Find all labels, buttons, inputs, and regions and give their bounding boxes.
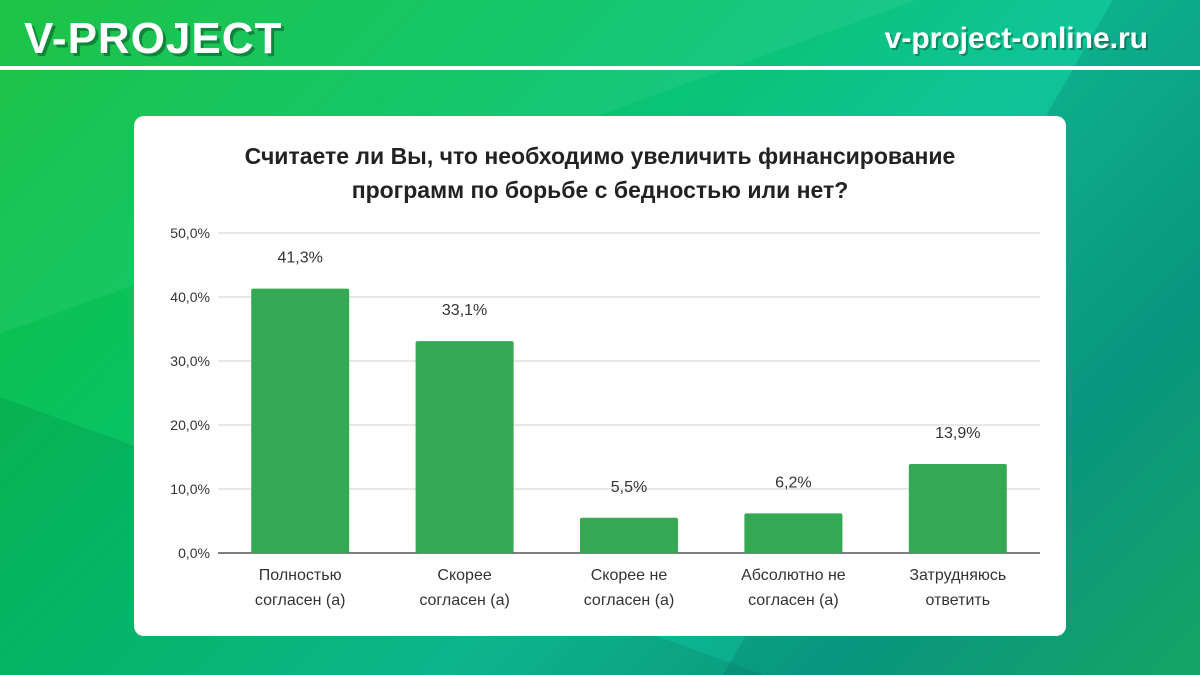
data-label: 41,3% xyxy=(278,250,323,267)
x-tick-label: ответить xyxy=(926,592,991,609)
x-tick-label: Абсолютно не xyxy=(741,567,846,584)
site-url: v-project-online.ru xyxy=(884,22,1148,55)
x-tick-label: Затрудняюсь xyxy=(909,567,1006,584)
x-tick-label: Скорее не xyxy=(591,567,668,584)
y-tick-label: 50,0% xyxy=(170,225,210,241)
x-tick-label: Полностью xyxy=(259,567,342,584)
x-tick-label: согласен (а) xyxy=(748,592,839,609)
bar xyxy=(744,513,843,553)
brand-logo: V-PROJECT xyxy=(24,14,283,63)
data-label: 33,1% xyxy=(442,302,487,319)
header-divider xyxy=(0,66,1200,70)
chart-title-line: Считаете ли Вы, что необходимо увеличить… xyxy=(245,143,956,169)
y-tick-label: 30,0% xyxy=(170,353,210,369)
x-tick-label: согласен (а) xyxy=(255,592,346,609)
x-tick-label: Скорее xyxy=(437,567,491,584)
bar xyxy=(251,288,350,553)
y-tick-label: 20,0% xyxy=(170,417,210,433)
y-tick-label: 40,0% xyxy=(170,289,210,305)
data-label: 6,2% xyxy=(775,474,811,491)
y-tick-label: 10,0% xyxy=(170,481,210,497)
bar xyxy=(580,517,678,553)
bar xyxy=(908,464,1007,553)
chart-title-line: программ по борьбе с бедностью или нет? xyxy=(352,177,849,203)
data-label: 13,9% xyxy=(935,425,980,442)
bar-chart: Считаете ли Вы, что необходимо увеличить… xyxy=(170,143,1040,609)
bar xyxy=(415,341,514,553)
data-label: 5,5% xyxy=(611,479,647,496)
y-tick-label: 0,0% xyxy=(178,545,210,561)
x-tick-label: согласен (а) xyxy=(419,592,510,609)
x-tick-label: согласен (а) xyxy=(584,592,675,609)
chart-card: Считаете ли Вы, что необходимо увеличить… xyxy=(134,116,1066,636)
